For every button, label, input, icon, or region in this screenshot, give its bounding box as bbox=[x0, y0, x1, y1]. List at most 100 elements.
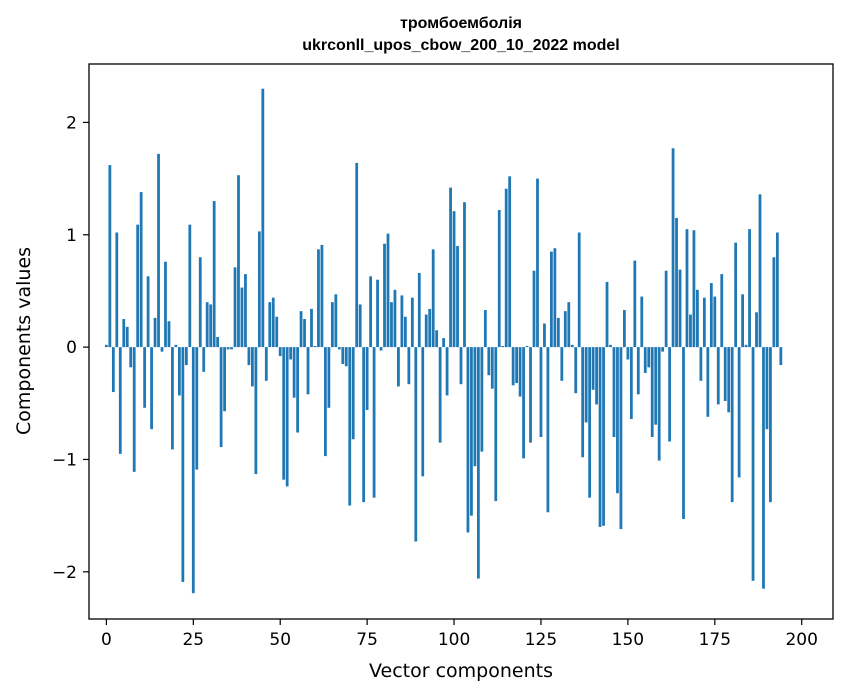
bar bbox=[407, 347, 411, 385]
bar bbox=[376, 279, 379, 348]
bar bbox=[191, 347, 195, 594]
x-tick-label: 125 bbox=[525, 630, 557, 650]
bar bbox=[129, 347, 133, 368]
bar bbox=[574, 347, 578, 394]
bar bbox=[209, 304, 213, 348]
x-tick-label: 175 bbox=[699, 630, 731, 650]
bar bbox=[344, 347, 348, 367]
bar bbox=[581, 347, 585, 458]
bar bbox=[748, 229, 751, 348]
x-tick-label: 25 bbox=[182, 630, 204, 650]
bar bbox=[362, 347, 366, 503]
bar bbox=[104, 344, 108, 348]
bar bbox=[410, 297, 414, 348]
bar bbox=[383, 243, 386, 348]
bar bbox=[577, 232, 581, 348]
bar bbox=[532, 270, 536, 348]
bar bbox=[111, 347, 115, 393]
bar bbox=[769, 347, 772, 503]
bar bbox=[257, 231, 261, 348]
plot-frame bbox=[88, 63, 834, 620]
bar bbox=[598, 347, 602, 527]
bar bbox=[543, 323, 546, 348]
bar bbox=[417, 272, 421, 348]
bar bbox=[490, 347, 494, 389]
bar bbox=[511, 347, 515, 386]
bar bbox=[351, 347, 355, 440]
x-tick-label: 150 bbox=[612, 630, 644, 650]
bar bbox=[195, 347, 199, 470]
bar bbox=[271, 297, 275, 348]
bar bbox=[602, 347, 605, 526]
bar bbox=[504, 188, 508, 348]
bar bbox=[181, 347, 185, 582]
bar bbox=[355, 162, 359, 348]
bar bbox=[483, 310, 487, 348]
bar bbox=[171, 347, 174, 450]
bar bbox=[164, 261, 167, 348]
bar bbox=[143, 347, 147, 408]
bar bbox=[671, 148, 675, 348]
bar-series bbox=[104, 88, 783, 594]
bar bbox=[466, 347, 470, 533]
bar bbox=[702, 297, 706, 348]
bar bbox=[292, 347, 296, 398]
bar bbox=[202, 347, 206, 372]
bar bbox=[654, 347, 658, 425]
bar bbox=[563, 311, 567, 348]
bar bbox=[428, 308, 432, 348]
bar bbox=[675, 217, 678, 348]
bar bbox=[320, 244, 324, 348]
bar bbox=[456, 246, 459, 348]
bar bbox=[629, 347, 633, 420]
bar bbox=[400, 295, 404, 348]
bar bbox=[668, 347, 671, 442]
bar bbox=[167, 321, 171, 348]
bar bbox=[421, 347, 425, 477]
y-tick-label: −1 bbox=[52, 450, 77, 470]
bar bbox=[696, 289, 699, 348]
bar bbox=[525, 345, 529, 348]
bar bbox=[108, 165, 112, 348]
bar bbox=[393, 289, 397, 348]
bar bbox=[358, 304, 362, 348]
bar bbox=[313, 345, 317, 348]
bar bbox=[595, 347, 598, 405]
bar bbox=[299, 311, 303, 348]
bar bbox=[205, 302, 209, 348]
bar bbox=[755, 312, 758, 348]
bar bbox=[556, 317, 560, 348]
bar bbox=[758, 194, 762, 348]
bar bbox=[678, 269, 682, 348]
bar bbox=[741, 294, 744, 348]
y-tick-label: 2 bbox=[66, 113, 77, 133]
bar bbox=[327, 347, 331, 408]
bar bbox=[390, 302, 393, 348]
bar bbox=[244, 274, 247, 348]
bar bbox=[744, 344, 748, 348]
bar bbox=[584, 347, 588, 423]
bar bbox=[184, 347, 188, 366]
bar bbox=[251, 347, 254, 387]
bar bbox=[463, 202, 466, 348]
bar bbox=[139, 192, 143, 348]
bar bbox=[379, 347, 383, 351]
bar bbox=[588, 347, 592, 498]
bar bbox=[233, 267, 237, 348]
bar bbox=[435, 330, 439, 348]
bar bbox=[282, 347, 286, 480]
bar bbox=[261, 88, 265, 348]
y-tick-label: −2 bbox=[52, 563, 77, 583]
bar bbox=[150, 347, 153, 430]
bar bbox=[619, 347, 623, 530]
bar bbox=[605, 281, 609, 348]
bar bbox=[730, 347, 734, 503]
bar bbox=[501, 345, 505, 348]
bar bbox=[178, 347, 181, 396]
bar bbox=[459, 347, 463, 385]
bar bbox=[657, 347, 661, 461]
bar bbox=[689, 314, 692, 348]
bar bbox=[438, 347, 442, 443]
bar bbox=[146, 276, 150, 348]
